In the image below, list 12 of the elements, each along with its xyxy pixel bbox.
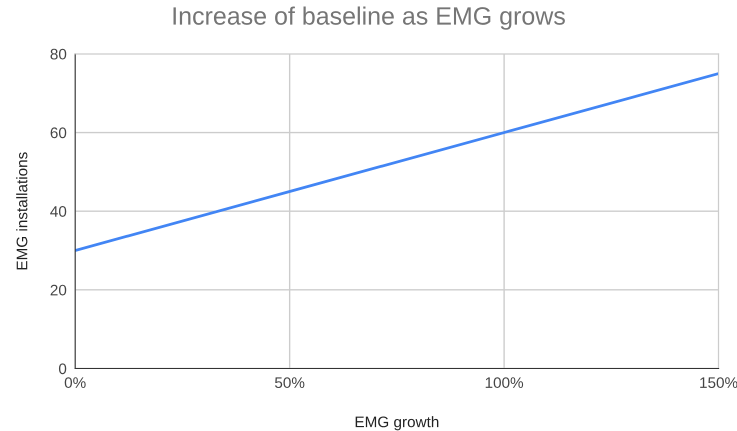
x-tick-label: 50% <box>274 377 304 388</box>
y-tick-label: 0 <box>58 363 66 374</box>
x-tick-label: 0% <box>64 377 86 388</box>
line-series <box>75 72 719 252</box>
y-axis-title: EMG installations <box>16 152 28 270</box>
y-tick-label: 80 <box>50 48 66 60</box>
x-tick-label: 100% <box>486 377 524 388</box>
y-tick-label: 20 <box>50 284 66 296</box>
y-tick-label: 60 <box>50 127 66 138</box>
y-tick-label: 40 <box>50 206 66 217</box>
chart-title: Increase of baseline as EMG grows <box>174 6 565 30</box>
x-axis-title: EMG growth <box>356 416 438 430</box>
